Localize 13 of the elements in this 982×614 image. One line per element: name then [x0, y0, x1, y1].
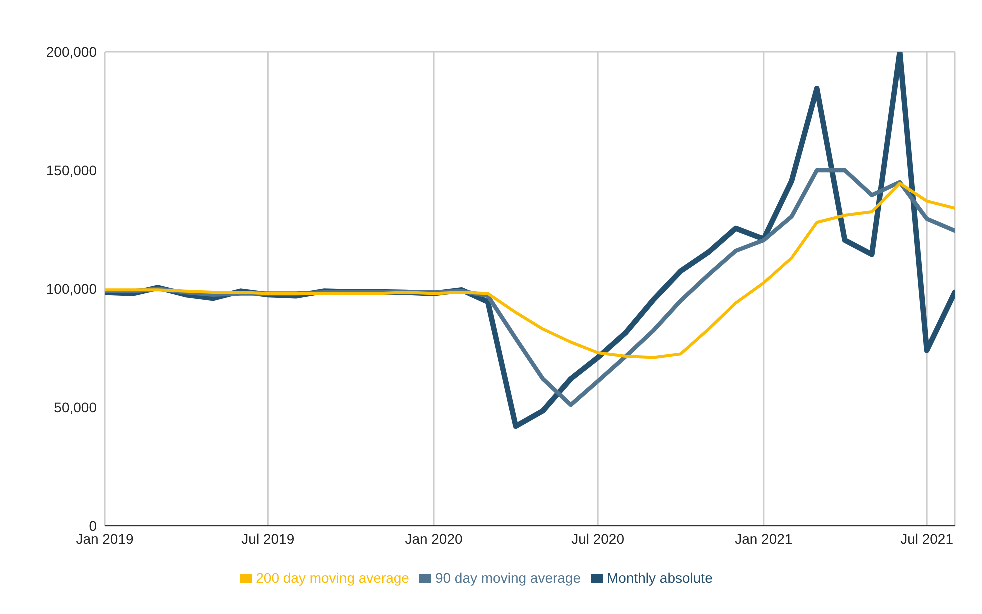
x-tick-label: Jul 2020: [572, 530, 625, 547]
y-tick-label: 50,000: [54, 399, 98, 416]
x-tick-label: Jul 2019: [242, 530, 295, 547]
y-tick-label: 100,000: [46, 280, 98, 297]
legend-label: 90 day moving average: [435, 570, 582, 586]
x-tick-label: Jul 2021: [900, 530, 954, 547]
legend-label: Monthly absolute: [607, 570, 713, 586]
line-series: [105, 182, 955, 360]
y-tick-label: 200,000: [46, 44, 98, 60]
x-tick-label: Jan 2020: [405, 530, 464, 547]
y-tick-label: 150,000: [46, 162, 98, 178]
x-tick-label: Jan 2021: [735, 530, 793, 547]
legend-label: 200 day moving average: [256, 570, 410, 586]
